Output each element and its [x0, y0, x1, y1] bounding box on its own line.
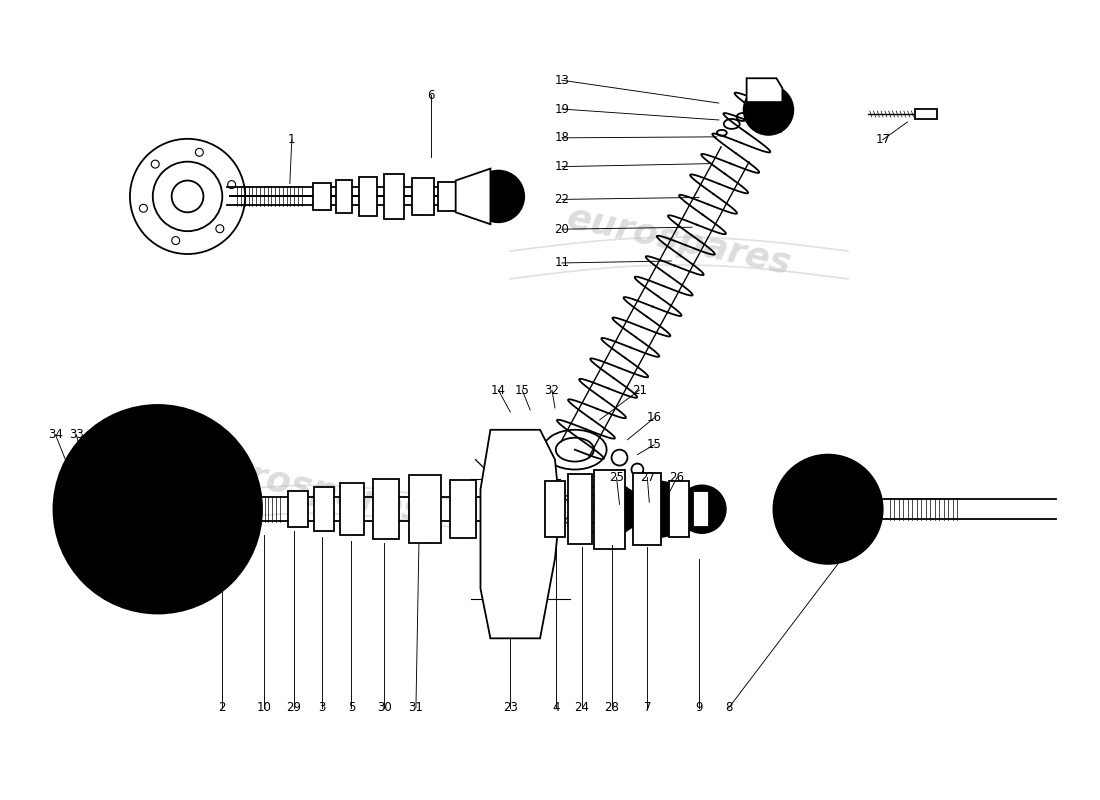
- Bar: [438, 182, 458, 211]
- Circle shape: [597, 487, 641, 531]
- Circle shape: [54, 405, 262, 614]
- Text: 24: 24: [574, 702, 590, 714]
- Text: 19: 19: [554, 102, 570, 115]
- Bar: [634, 474, 661, 545]
- Bar: [288, 491, 308, 527]
- Bar: [412, 178, 433, 215]
- Text: 8: 8: [725, 702, 733, 714]
- Text: 11: 11: [554, 257, 570, 270]
- Text: 30: 30: [377, 702, 392, 714]
- Text: 14: 14: [491, 383, 506, 397]
- Text: 15: 15: [515, 383, 529, 397]
- Text: 33: 33: [69, 428, 84, 442]
- Text: 18: 18: [554, 131, 570, 144]
- Circle shape: [773, 454, 882, 564]
- Bar: [409, 475, 441, 543]
- Bar: [915, 109, 937, 119]
- Text: eurospares: eurospares: [563, 201, 794, 282]
- Polygon shape: [455, 169, 491, 224]
- Bar: [669, 482, 689, 537]
- Bar: [384, 174, 404, 219]
- Bar: [594, 470, 626, 549]
- Circle shape: [631, 482, 688, 537]
- Text: 21: 21: [631, 383, 647, 397]
- Bar: [337, 179, 352, 214]
- Text: 29: 29: [286, 702, 301, 714]
- Bar: [450, 481, 475, 538]
- Text: 15: 15: [647, 438, 662, 451]
- Bar: [360, 177, 377, 216]
- Polygon shape: [481, 430, 560, 638]
- Text: 28: 28: [604, 702, 619, 714]
- Text: 12: 12: [554, 160, 570, 173]
- Text: 7: 7: [644, 702, 651, 714]
- Circle shape: [678, 486, 726, 533]
- Text: 27: 27: [640, 471, 654, 484]
- Bar: [544, 482, 565, 537]
- Bar: [373, 479, 399, 539]
- Text: 4: 4: [552, 702, 560, 714]
- Bar: [693, 491, 708, 527]
- Text: 6: 6: [427, 89, 434, 102]
- Text: 26: 26: [670, 471, 684, 484]
- Bar: [312, 182, 330, 210]
- Text: 2: 2: [219, 702, 225, 714]
- Text: eurospares: eurospares: [196, 449, 427, 530]
- Text: 23: 23: [503, 702, 518, 714]
- Bar: [314, 487, 333, 531]
- Text: 5: 5: [348, 702, 355, 714]
- Text: 9: 9: [695, 702, 703, 714]
- Circle shape: [755, 96, 782, 124]
- Text: 32: 32: [544, 383, 560, 397]
- Bar: [341, 483, 364, 535]
- Text: 17: 17: [876, 134, 890, 146]
- Text: 34: 34: [48, 428, 63, 442]
- Text: 3: 3: [318, 702, 326, 714]
- Polygon shape: [747, 78, 782, 102]
- Text: 22: 22: [554, 193, 570, 206]
- Text: 1: 1: [288, 134, 296, 146]
- Bar: [568, 474, 592, 544]
- Text: 13: 13: [554, 74, 570, 86]
- Text: 10: 10: [256, 702, 272, 714]
- Text: 25: 25: [609, 471, 624, 484]
- Circle shape: [744, 86, 793, 135]
- Circle shape: [473, 170, 525, 222]
- Text: 16: 16: [647, 411, 662, 424]
- Text: 31: 31: [408, 702, 424, 714]
- Text: 20: 20: [554, 222, 570, 236]
